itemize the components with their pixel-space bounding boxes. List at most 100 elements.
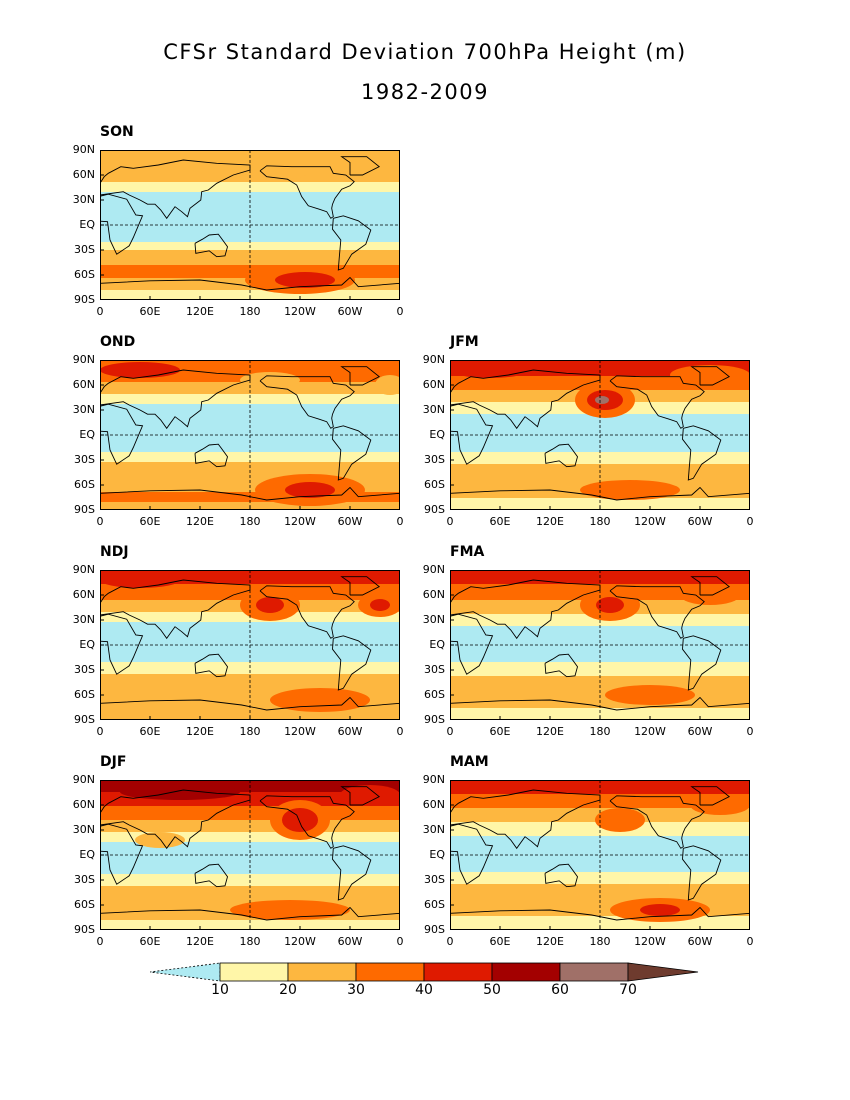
lat-tick-label: 90N [422,563,445,576]
lat-tick-label: 60N [72,168,95,181]
lon-tick-label: 180 [239,305,261,318]
lat-tick-label: 30S [74,243,95,256]
coastline [194,443,228,468]
coastline [340,366,381,386]
lat-tick-label: EQ [429,428,445,441]
lat-tick-label: 30N [72,403,95,416]
lon-tick-label: 180 [589,725,611,738]
map-panel-ond: OND 90N 60N 30N EQ 30S 60S 90S 0 60E 120E 180 120W 60… [73,334,404,528]
lon-tick-label: 0 [96,515,104,528]
lon-tick-label: 0 [396,515,404,528]
contour-anomaly [596,597,624,613]
contour-anomaly [640,904,680,916]
lat-tick-label: 60N [72,378,95,391]
panel-label: OND [100,334,136,350]
map-field [100,780,400,930]
coastline [609,795,705,849]
coastline [340,156,381,176]
map-panel-djf: DJF 90N 60N 30N EQ 30S 60S 90S 0 60E 120E 180 120W 60… [73,754,404,948]
contour-band [450,662,750,676]
lon-tick-label: 60W [337,515,363,528]
map-panel-son: SON 90N 60N 30N EQ 30S 60S 90S 0 60E 120E 180 120W 60… [73,124,404,318]
map-field [100,360,400,510]
coastline [544,863,578,888]
contour-band [100,394,400,404]
contour-anomaly [370,599,390,611]
lon-tick-label: 0 [446,515,454,528]
lat-tick-label: 90S [74,503,95,516]
lon-tick-label: 180 [239,515,261,528]
lat-tick-label: 30N [422,403,445,416]
map-panel-ndj: NDJ 90N 60N 30N EQ 30S 60S 90S 0 60E 120E 180 120W 60… [73,544,404,738]
lon-tick-label: 120W [284,935,316,948]
map-panel-mam: MAM 90N 60N 30N EQ 30S 60S 90S 0 60E 120E 180 120W 60… [423,754,754,948]
coastline [690,576,731,596]
lat-tick-label: 90S [74,713,95,726]
colorbar-swatch [559,962,629,982]
colorbar-label: 60 [551,982,569,998]
lat-tick-label: 90N [422,353,445,366]
lat-tick-label: 90N [72,143,95,156]
contour-anomaly [240,372,300,388]
lon-tick-label: 180 [239,725,261,738]
coastline [682,845,722,901]
lon-tick-label: 60W [337,305,363,318]
lon-tick-label: 0 [746,935,754,948]
contour-anomaly [100,572,180,588]
lat-tick-label: 60N [72,588,95,601]
lat-tick-label: 30N [422,613,445,626]
lon-tick-label: 120W [634,935,666,948]
colorbar-label: 30 [347,982,365,998]
lon-tick-label: 120W [634,515,666,528]
lon-tick-label: 60W [687,935,713,948]
lon-tick-label: 0 [446,725,454,738]
coastline [450,579,601,640]
lat-tick-label: 60S [424,478,445,491]
coastline [194,863,228,888]
lon-tick-label: 0 [396,725,404,738]
lat-tick-label: 30S [424,453,445,466]
lon-tick-label: 60E [139,515,161,528]
lon-tick-label: 180 [589,515,611,528]
colorbar-swatch [423,962,493,982]
panel-label: MAM [450,754,489,770]
coastline [609,375,705,429]
lon-tick-label: 0 [446,935,454,948]
coastline [194,653,228,678]
coastline [332,845,372,901]
map-panel-jfm: JFM 90N 60N 30N EQ 30S 60S 90S 0 60E 120E 180 120W 60… [423,334,754,528]
coastline [450,906,750,921]
lat-tick-label: 30S [424,873,445,886]
lon-tick-label: 60E [489,725,511,738]
lat-tick-label: 60S [74,268,95,281]
lon-tick-label: 0 [746,515,754,528]
contour-anomaly [256,597,284,613]
coastline [340,576,381,596]
contour-anomaly [595,808,645,832]
colorbar [150,962,699,982]
map-field [450,360,750,510]
coastline [100,906,400,921]
lat-tick-label: EQ [429,848,445,861]
coastline [100,579,251,640]
lat-tick-label: 30N [72,613,95,626]
contour-band [450,822,750,836]
coastline [332,425,372,481]
lon-tick-label: 120E [536,725,564,738]
map-field [100,570,400,720]
colorbar-label: 10 [211,982,229,998]
lon-tick-label: 120W [284,725,316,738]
coastline [450,486,750,501]
contour-anomaly [370,162,400,178]
lat-tick-label: 60S [424,688,445,701]
panel-label: DJF [100,754,127,770]
lat-tick-label: 90N [72,773,95,786]
lon-tick-label: 60E [139,725,161,738]
coastline [682,425,722,481]
lon-tick-label: 60W [337,935,363,948]
coastline [690,786,731,806]
coastline [609,585,705,639]
lat-tick-label: 90S [74,923,95,936]
panel-label: JFM [450,334,479,350]
contour-band [450,676,750,692]
